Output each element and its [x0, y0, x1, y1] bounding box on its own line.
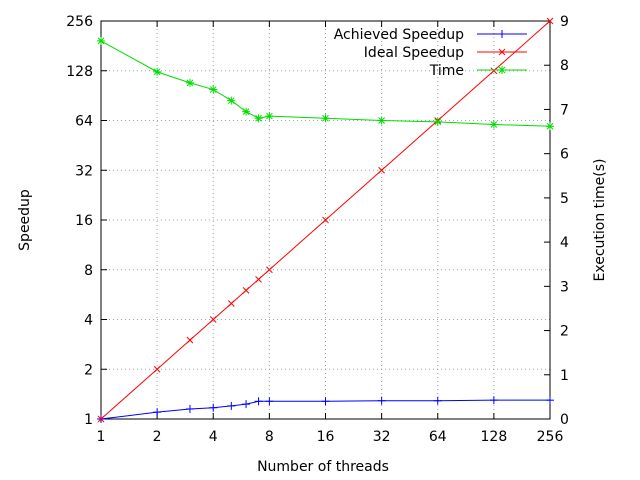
data-point: [242, 107, 251, 116]
y-tick-label: 128: [66, 64, 93, 80]
data-point: [242, 400, 251, 409]
data-point: [242, 287, 250, 294]
legend: Achieved Speedup Ideal Speedup Time: [334, 27, 527, 79]
legend-label: Achieved Speedup: [334, 27, 464, 43]
y2-axis-label: Execution time(s): [592, 159, 608, 282]
data-point: [186, 336, 194, 344]
data-point: [265, 112, 274, 121]
data-point: [227, 96, 236, 105]
series-achieved-speedup: [97, 396, 554, 423]
data-point: [546, 396, 554, 405]
y2-tick-label: 8: [560, 58, 569, 74]
data-point: [546, 17, 554, 25]
data-point: [153, 67, 162, 76]
data-point: [97, 36, 105, 45]
data-point: [209, 403, 218, 412]
data-point: [322, 216, 329, 224]
data-point: [97, 415, 105, 423]
y-tick-label: 32: [75, 163, 93, 179]
data-point: [321, 114, 330, 123]
x-axis-label: Number of threads: [257, 459, 389, 475]
y2-tick-label: 0: [560, 412, 569, 428]
axis-ticks: 1 2 4 8 16 32 64 128 256124816326412825601234567…: [66, 14, 569, 445]
data-point: [489, 120, 498, 129]
data-point: [153, 408, 162, 417]
legend-marker: [498, 48, 506, 56]
data-point: [321, 397, 330, 406]
data-point: [546, 122, 554, 131]
series-group: [97, 17, 554, 423]
data-point: [209, 316, 217, 323]
data-point: [153, 365, 161, 373]
y-tick-label: 64: [75, 114, 93, 130]
x-tick-label: 128: [481, 429, 508, 445]
x-tick-label: 256: [537, 429, 564, 445]
data-point: [489, 396, 498, 405]
x-tick-label: 32: [373, 429, 391, 445]
x-tick-label: 64: [429, 429, 447, 445]
x-tick-label: 4: [209, 429, 218, 445]
x-tick-label: 16: [317, 429, 335, 445]
data-point: [255, 275, 262, 283]
data-point: [377, 116, 386, 125]
data-point: [433, 117, 442, 126]
legend-label: Ideal Speedup: [364, 45, 464, 61]
y2-tick-label: 4: [560, 235, 569, 251]
data-point: [209, 85, 218, 94]
data-point: [433, 396, 442, 405]
data-point: [490, 67, 498, 75]
data-point: [377, 396, 386, 405]
legend-label: Time: [429, 63, 464, 79]
data-point: [185, 404, 194, 413]
y2-tick-label: 3: [560, 279, 569, 295]
y2-tick-label: 9: [560, 14, 569, 30]
legend-marker: [498, 66, 506, 74]
y2-tick-label: 5: [560, 191, 569, 207]
data-point: [266, 266, 273, 274]
x-tick-label: 2: [153, 429, 162, 445]
y2-tick-label: 1: [560, 368, 569, 384]
data-point: [254, 397, 263, 406]
y2-tick-label: 6: [560, 147, 569, 163]
x-tick-label: 1: [97, 429, 106, 445]
y-tick-label: 1: [84, 412, 93, 428]
y-tick-label: 2: [84, 362, 93, 378]
legend-marker: [498, 30, 506, 38]
y-axis-label: Speedup: [17, 189, 33, 251]
series-time: [97, 36, 554, 131]
data-point: [265, 397, 274, 406]
y2-tick-label: 7: [560, 102, 569, 118]
y2-tick-label: 2: [560, 324, 569, 340]
data-point: [227, 401, 236, 410]
data-point: [185, 78, 194, 87]
data-point: [254, 114, 263, 123]
y-tick-label: 4: [84, 313, 93, 329]
y-tick-label: 16: [75, 213, 93, 229]
x-tick-label: 8: [265, 429, 274, 445]
data-point: [378, 166, 385, 174]
y-tick-label: 8: [84, 263, 93, 279]
data-point: [227, 300, 235, 307]
y-tick-label: 256: [66, 14, 93, 30]
